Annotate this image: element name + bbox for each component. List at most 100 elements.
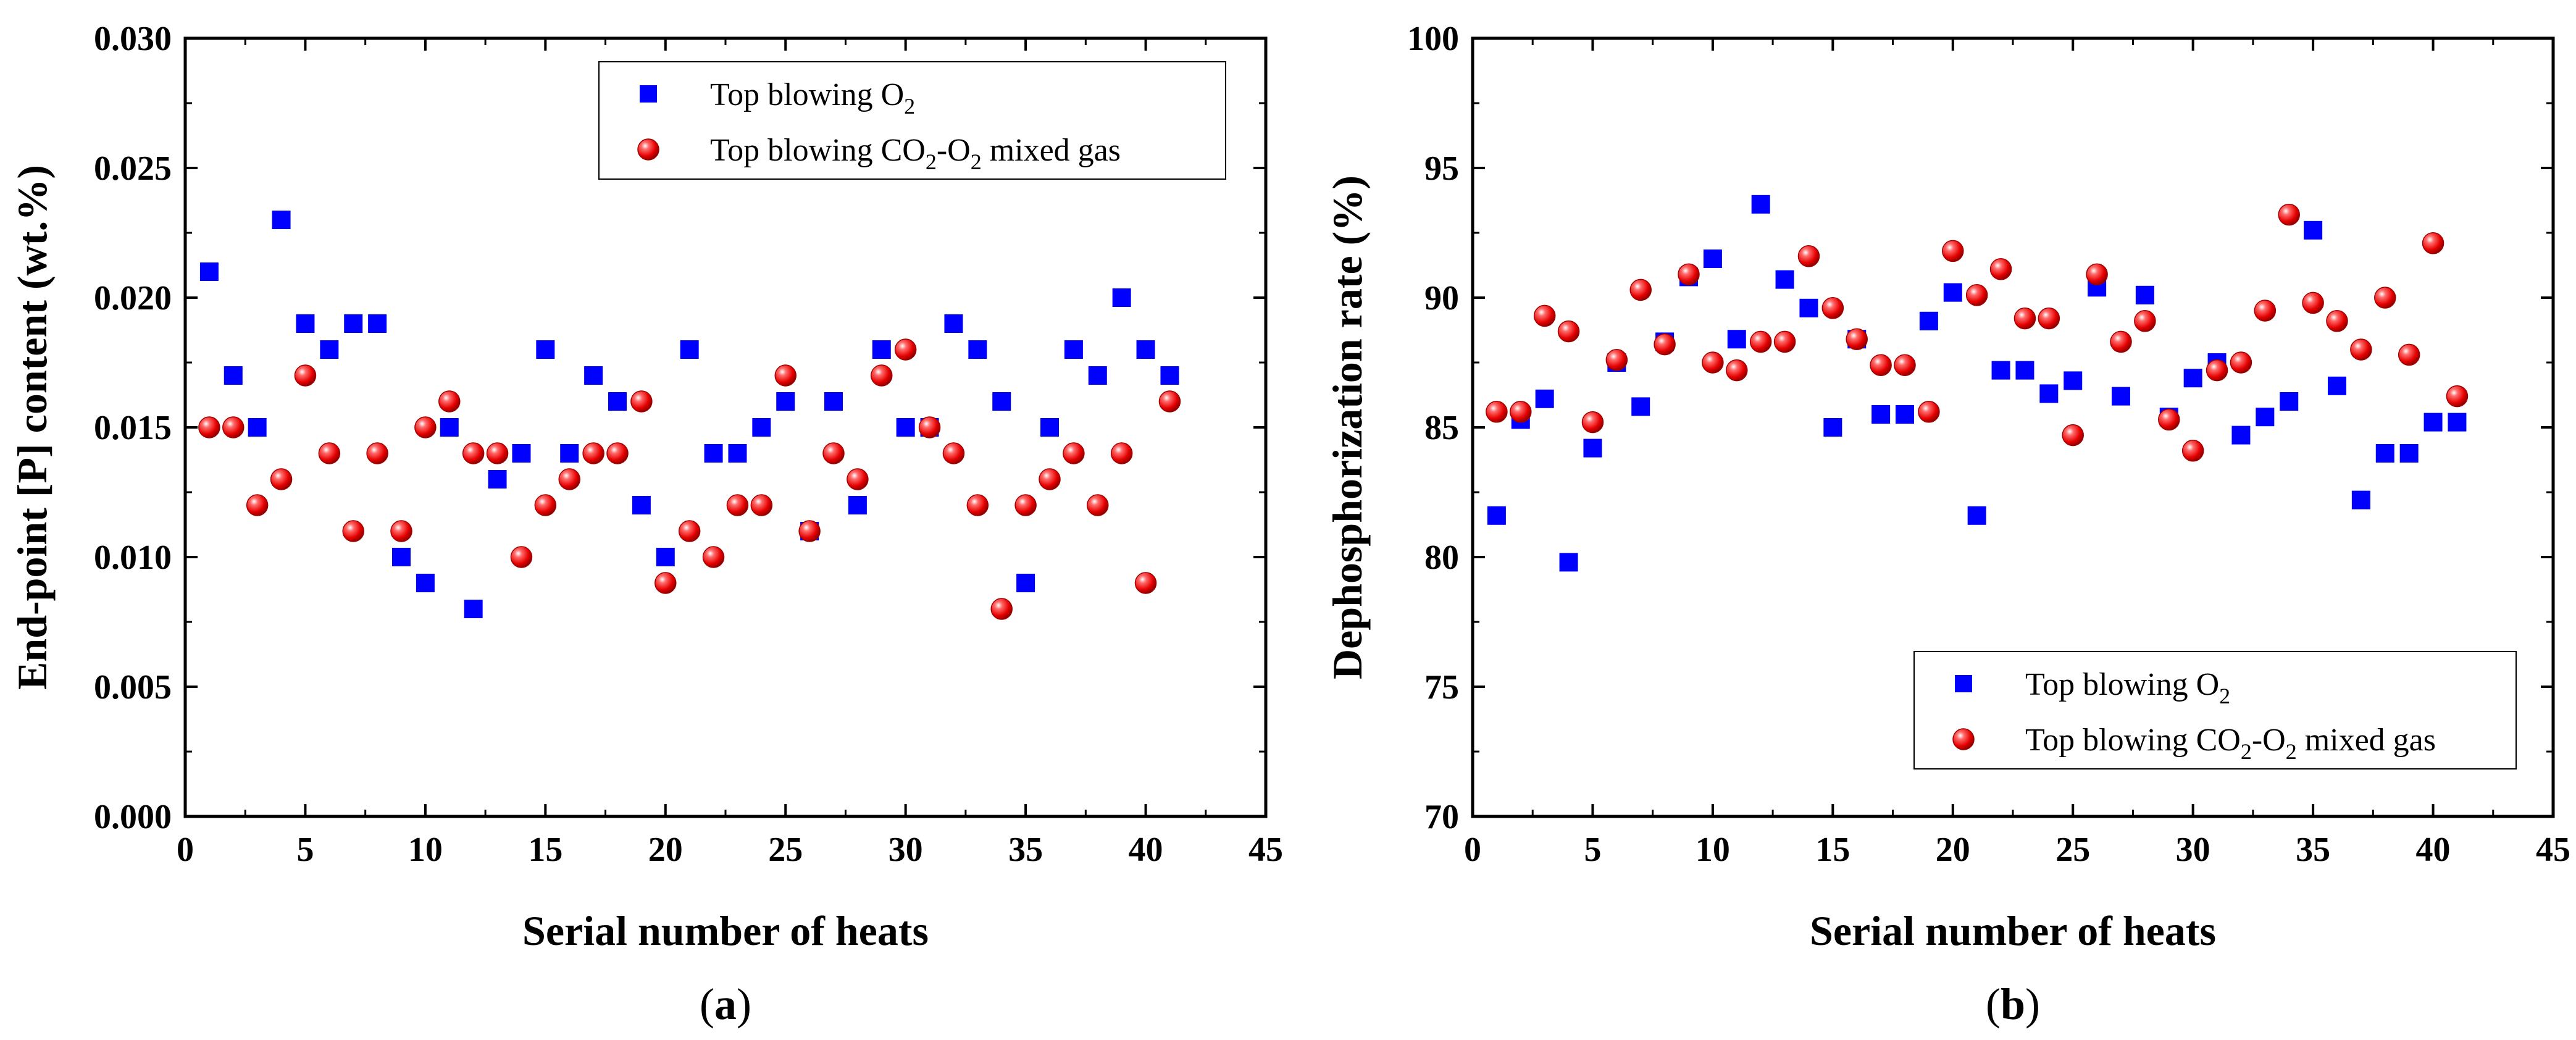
co2-o2-point-a	[678, 520, 701, 542]
co2-o2-point-a	[366, 442, 388, 464]
o2-point-a	[824, 392, 843, 411]
o2-point-b	[2183, 369, 2202, 388]
co2-o2-point-b	[1965, 284, 1988, 306]
o2-point-a	[680, 340, 699, 359]
o2-point-a	[296, 314, 315, 333]
co2-o2-point-b	[2374, 287, 2396, 309]
y-tick-label-a: 0.025	[94, 149, 172, 188]
o2-point-b	[2135, 285, 2154, 304]
y-tick-label-a: 0.015	[94, 409, 172, 447]
o2-point-b	[1751, 195, 1770, 214]
co2-o2-point-b	[2302, 291, 2324, 314]
o2-point-b	[1799, 298, 1818, 317]
x-tick-label-a: 40	[1129, 831, 1163, 869]
co2-o2-point-a	[1158, 390, 1181, 413]
co2-o2-point-a	[486, 442, 509, 464]
y-tick-label-b: 75	[1424, 668, 1459, 707]
o2-point-a	[464, 600, 483, 618]
co2-o2-point-b	[2062, 424, 2084, 447]
o2-point-a	[992, 392, 1011, 411]
x-tick-label-a: 25	[768, 831, 803, 869]
y-axis-title-a: End-point [P] content (wt.%)	[9, 165, 56, 690]
o2-point-a	[776, 392, 795, 411]
co2-o2-point-b	[2350, 338, 2372, 361]
co2-o2-point-a	[270, 468, 293, 490]
co2-o2-point-b	[2134, 310, 2156, 332]
co2-o2-point-a	[1063, 442, 1085, 464]
legend-label-o2-a: Top blowing O2	[710, 77, 915, 119]
co2-o2-point-a	[1014, 494, 1037, 516]
legend-box-a	[598, 61, 1226, 180]
y-tick-label-b: 85	[1424, 409, 1459, 447]
y-tick-label-b: 70	[1424, 798, 1459, 836]
co2-o2-point-b	[1894, 354, 1916, 376]
o2-point-a	[512, 444, 531, 463]
co2-o2-point-b	[1918, 401, 1940, 423]
o2-point-a	[728, 444, 747, 463]
co2-o2-point-a	[294, 364, 317, 387]
o2-point-a	[704, 444, 723, 463]
co2-o2-point-a	[702, 546, 725, 568]
co2-o2-point-b	[1486, 401, 1508, 423]
y-tick-label-a: 0.005	[94, 668, 172, 707]
co2-o2-point-b	[2254, 300, 2277, 322]
o2-point-a	[392, 548, 411, 566]
co2-o2-point-a	[222, 416, 245, 438]
y-tick-label-b: 80	[1424, 539, 1459, 577]
o2-point-b	[1967, 506, 1986, 525]
co2-o2-point-b	[1533, 304, 1556, 327]
co2-o2-point-a	[438, 390, 461, 413]
o2-point-b	[2423, 413, 2443, 432]
o2-point-b	[2112, 387, 2130, 406]
legend-marker-o2-b	[1955, 675, 1972, 692]
co2-o2-point-b	[1797, 245, 1820, 267]
o2-point-a	[560, 444, 579, 463]
co2-o2-point-b	[1654, 333, 1676, 356]
co2-o2-point-a	[198, 416, 220, 438]
o2-point-a	[584, 366, 603, 385]
o2-point-b	[1559, 553, 1578, 572]
y-tick-label-a: 0.030	[94, 20, 172, 58]
co2-o2-point-b	[2206, 359, 2228, 382]
o2-point-b	[2448, 413, 2467, 432]
legend-a: Top blowing O2 Top blowing CO2-O2 mixed g…	[598, 61, 1226, 180]
co2-o2-point-a	[990, 598, 1013, 620]
o2-point-b	[1871, 405, 1891, 424]
o2-point-b	[2304, 220, 2323, 240]
y-tick-label-b: 100	[1407, 20, 1459, 58]
o2-point-a	[896, 418, 915, 437]
co2-o2-point-a	[1110, 442, 1133, 464]
co2-o2-point-a	[390, 520, 412, 542]
y-tick-label-b: 95	[1424, 149, 1459, 188]
o2-point-a	[536, 340, 555, 359]
co2-o2-point-a	[318, 442, 341, 464]
o2-point-b	[1823, 418, 1842, 437]
y-tick-label-a: 0.020	[94, 279, 172, 317]
x-tick-label-b: 10	[1696, 831, 1730, 869]
x-tick-label-b: 30	[2176, 831, 2210, 869]
o2-point-b	[1487, 506, 1506, 525]
co2-o2-point-a	[798, 520, 821, 542]
y-tick-label-a: 0.000	[94, 798, 172, 836]
o2-point-a	[656, 548, 675, 566]
co2-o2-point-b	[2110, 330, 2132, 353]
o2-point-b	[1943, 283, 1962, 302]
o2-point-b	[2064, 371, 2083, 390]
co2-o2-point-a	[462, 442, 485, 464]
co2-o2-point-b	[2014, 307, 2036, 330]
co2-o2-point-a	[966, 494, 989, 516]
o2-point-b	[2231, 426, 2251, 445]
o2-point-b	[2328, 376, 2346, 395]
co2-o2-point-b	[1726, 359, 1748, 382]
x-tick-label-a: 30	[889, 831, 923, 869]
o2-point-a	[1064, 340, 1083, 359]
o2-point-b	[1775, 270, 1794, 289]
co2-o2-point-b	[1678, 263, 1700, 285]
co2-o2-point-b	[2446, 385, 2469, 408]
o2-point-a	[248, 418, 267, 437]
y-tick-label-b: 90	[1424, 279, 1459, 317]
co2-o2-point-b	[1846, 328, 1868, 350]
o2-point-b	[1703, 250, 1722, 268]
o2-point-a	[416, 574, 435, 592]
o2-point-a	[632, 496, 651, 514]
